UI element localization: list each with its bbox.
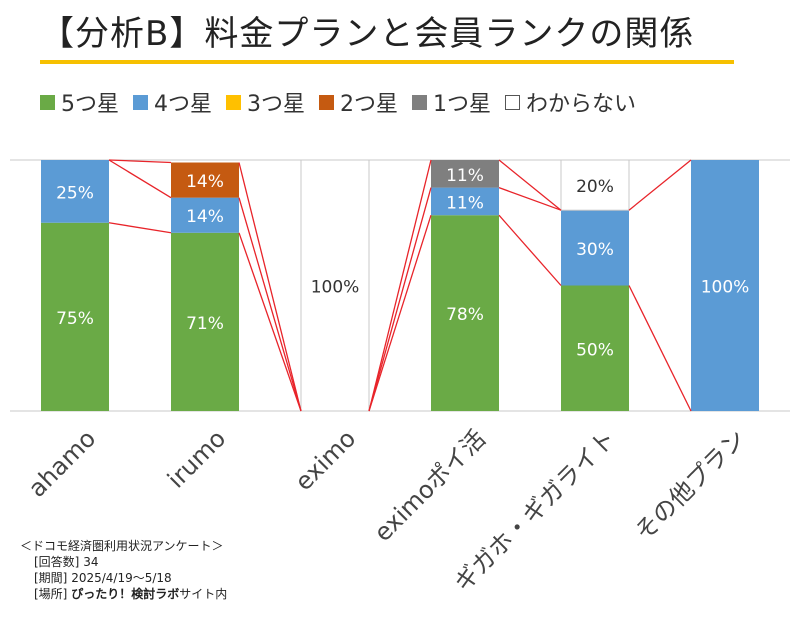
legend-label: 3つ星	[247, 92, 305, 117]
legend-label: 4つ星	[154, 92, 212, 117]
series-line	[238, 162, 302, 412]
bar-segment	[560, 159, 630, 211]
data-label: 11%	[446, 166, 484, 186]
survey-note-period: [期間] 2025/4/19〜5/18	[34, 571, 172, 585]
bar-segment	[561, 210, 629, 286]
legend-item: 2つ星	[319, 86, 398, 118]
legend-swatch	[133, 94, 148, 110]
legend-label: 5つ星	[61, 92, 119, 117]
survey-note-responses: [回答数] 34	[34, 555, 99, 569]
legend-swatch	[412, 94, 427, 110]
data-label: 20%	[576, 177, 614, 197]
legend-swatch	[505, 94, 520, 110]
series-line	[238, 232, 302, 412]
survey-note-heading: ＜ドコモ経済圏利用状況アンケート＞	[20, 539, 224, 553]
category-label: irumo	[162, 424, 231, 493]
bar-segment	[41, 222, 109, 411]
series-line	[368, 159, 432, 412]
data-label: 14%	[186, 172, 224, 192]
survey-note: ＜ドコモ経済圏利用状況アンケート＞ [回答数] 34 [期間] 2025/4/1…	[20, 538, 227, 602]
bar-segment	[431, 215, 499, 411]
data-label: 25%	[56, 183, 94, 203]
series-line	[498, 214, 562, 286]
data-label: 11%	[446, 193, 484, 213]
data-label: 71%	[186, 314, 224, 334]
bar-segment	[171, 197, 239, 233]
bar-segment	[691, 160, 759, 411]
category-label: その他プラン	[630, 424, 752, 546]
data-label: 100%	[311, 278, 360, 298]
bar-segment	[171, 162, 239, 198]
legend-item: 5つ星	[40, 86, 119, 118]
bar-segment	[300, 159, 370, 412]
category-label: ahamo	[23, 424, 101, 502]
legend-label: 1つ星	[433, 92, 491, 117]
series-line	[498, 159, 562, 211]
series-line	[368, 187, 432, 412]
series-line	[238, 197, 302, 412]
series-line	[498, 186, 562, 211]
chart-title: 【分析B】料金プランと会員ランクの関係	[40, 14, 695, 54]
data-label: 75%	[56, 309, 94, 329]
series-line	[108, 159, 172, 199]
legend-swatch	[319, 94, 334, 110]
bar-segment	[41, 160, 109, 223]
data-label: 14%	[186, 207, 224, 227]
legend-swatch	[226, 94, 241, 110]
bar-segment	[431, 160, 499, 188]
legend-swatch	[40, 94, 55, 110]
bar-segment	[431, 187, 499, 216]
category-label: eximoポイ活	[369, 424, 492, 547]
legend-label: わからない	[526, 92, 637, 117]
bar-segment	[561, 285, 629, 411]
series-line	[108, 222, 172, 234]
data-label: 78%	[446, 305, 484, 325]
series-line	[628, 285, 692, 412]
legend-item: 4つ星	[133, 86, 212, 118]
series-line	[368, 215, 432, 412]
legend-item: 1つ星	[412, 86, 491, 118]
series-line	[628, 159, 692, 211]
chart-legend: 5つ星 4つ星 3つ星 2つ星 1つ星 わからない	[40, 86, 650, 118]
survey-note-place: [場所] ぴったり！検討ラボサイト内	[34, 587, 228, 601]
legend-label: 2つ星	[340, 92, 398, 117]
legend-item: 3つ星	[226, 86, 305, 118]
legend-item: わからない	[505, 86, 636, 118]
data-label: 30%	[576, 240, 614, 260]
series-line	[108, 159, 172, 164]
title-underline	[40, 60, 734, 64]
bar-segment	[171, 232, 239, 411]
category-label: eximo	[290, 424, 362, 496]
data-label: 100%	[701, 278, 750, 298]
data-label: 50%	[576, 340, 614, 360]
